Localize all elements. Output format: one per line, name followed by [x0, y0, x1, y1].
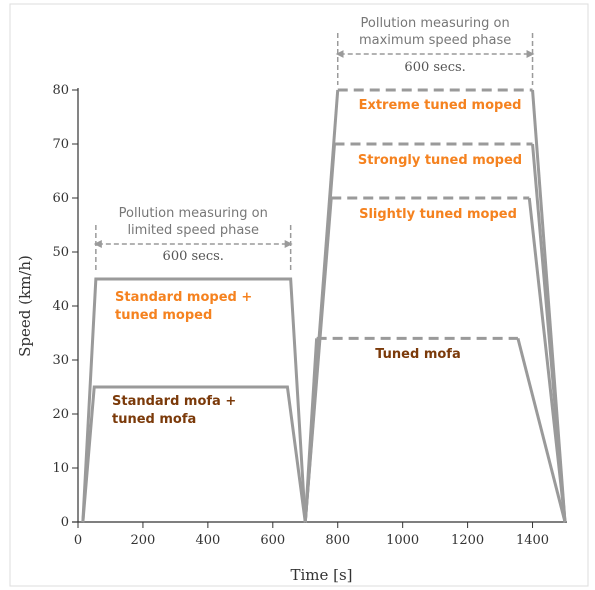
x-tick-label-1000: 1000	[386, 533, 419, 548]
series-group	[81, 88, 567, 523]
x-tick-label-1400: 1400	[516, 533, 549, 548]
series-line-standard-mofa-tuned-mofa	[81, 385, 307, 523]
x-tick-label-600: 600	[260, 533, 285, 548]
series-label-slightly-tuned-moped-1: Slightly tuned moped	[359, 207, 517, 222]
annotations-group: Pollution measuring on limited speed phas…	[93, 16, 535, 272]
series-label-standard-mofa-tuned-mofa-1: Standard mofa +	[112, 394, 236, 409]
annotation-title-line-1: Pollution measuring on	[119, 206, 268, 221]
series-label-standard-moped-tuned-moped-2: tuned moped	[115, 308, 212, 323]
chart-frame	[9, 3, 589, 587]
y-tick-label-80: 80	[52, 83, 69, 98]
annotation-title-line-2: limited speed phase	[127, 223, 259, 238]
y-tick-label-30: 30	[52, 353, 69, 368]
x-tick-label-400: 400	[195, 533, 220, 548]
series-label-standard-mofa-tuned-mofa-2: tuned mofa	[112, 412, 196, 427]
series-labels: Standard moped + tuned moped Standard mofa…	[112, 98, 522, 427]
annotation-duration-bg	[158, 247, 229, 264]
annotation-title-line-2: maximum speed phase	[359, 33, 511, 48]
y-tick-label-20: 20	[52, 407, 69, 422]
annotation-duration-label: 600 secs.	[404, 60, 465, 75]
y-tick-label-60: 60	[52, 191, 69, 206]
x-tick-label-1200: 1200	[451, 533, 484, 548]
series-fall-strongly-tuned-moped	[531, 143, 567, 523]
x-axis-title: Time [s]	[290, 566, 352, 584]
series-label-tuned-mofa-1: Tuned mofa	[375, 347, 461, 362]
annotation-duration-bg	[400, 58, 471, 75]
y-tick-label-0: 0	[61, 515, 69, 530]
y-tick-label-40: 40	[52, 299, 69, 314]
x-tick-label-200: 200	[131, 533, 156, 548]
y-tick-label-70: 70	[52, 137, 69, 152]
series-fall-slightly-tuned-moped	[527, 197, 567, 523]
y-tick-label-50: 50	[52, 245, 69, 260]
series-label-extreme-tuned-moped-1: Extreme tuned moped	[359, 98, 522, 113]
y-axis-title: Speed (km/h)	[16, 255, 34, 357]
series-label-strongly-tuned-moped-1: Strongly tuned moped	[358, 153, 522, 168]
annotation-duration-label: 600 secs.	[163, 249, 224, 264]
series-rise-tuned-mofa	[303, 338, 319, 523]
series-label-standard-moped-tuned-moped-1: Standard moped +	[115, 290, 252, 305]
annotation-title-line-1: Pollution measuring on	[361, 16, 510, 31]
x-tick-label-800: 800	[325, 533, 350, 548]
series-fall-tuned-mofa	[516, 338, 567, 523]
y-tick-label-10: 10	[52, 461, 69, 476]
x-tick-label-0: 0	[74, 533, 82, 548]
series-line-standard-moped-tuned-moped	[81, 277, 307, 523]
